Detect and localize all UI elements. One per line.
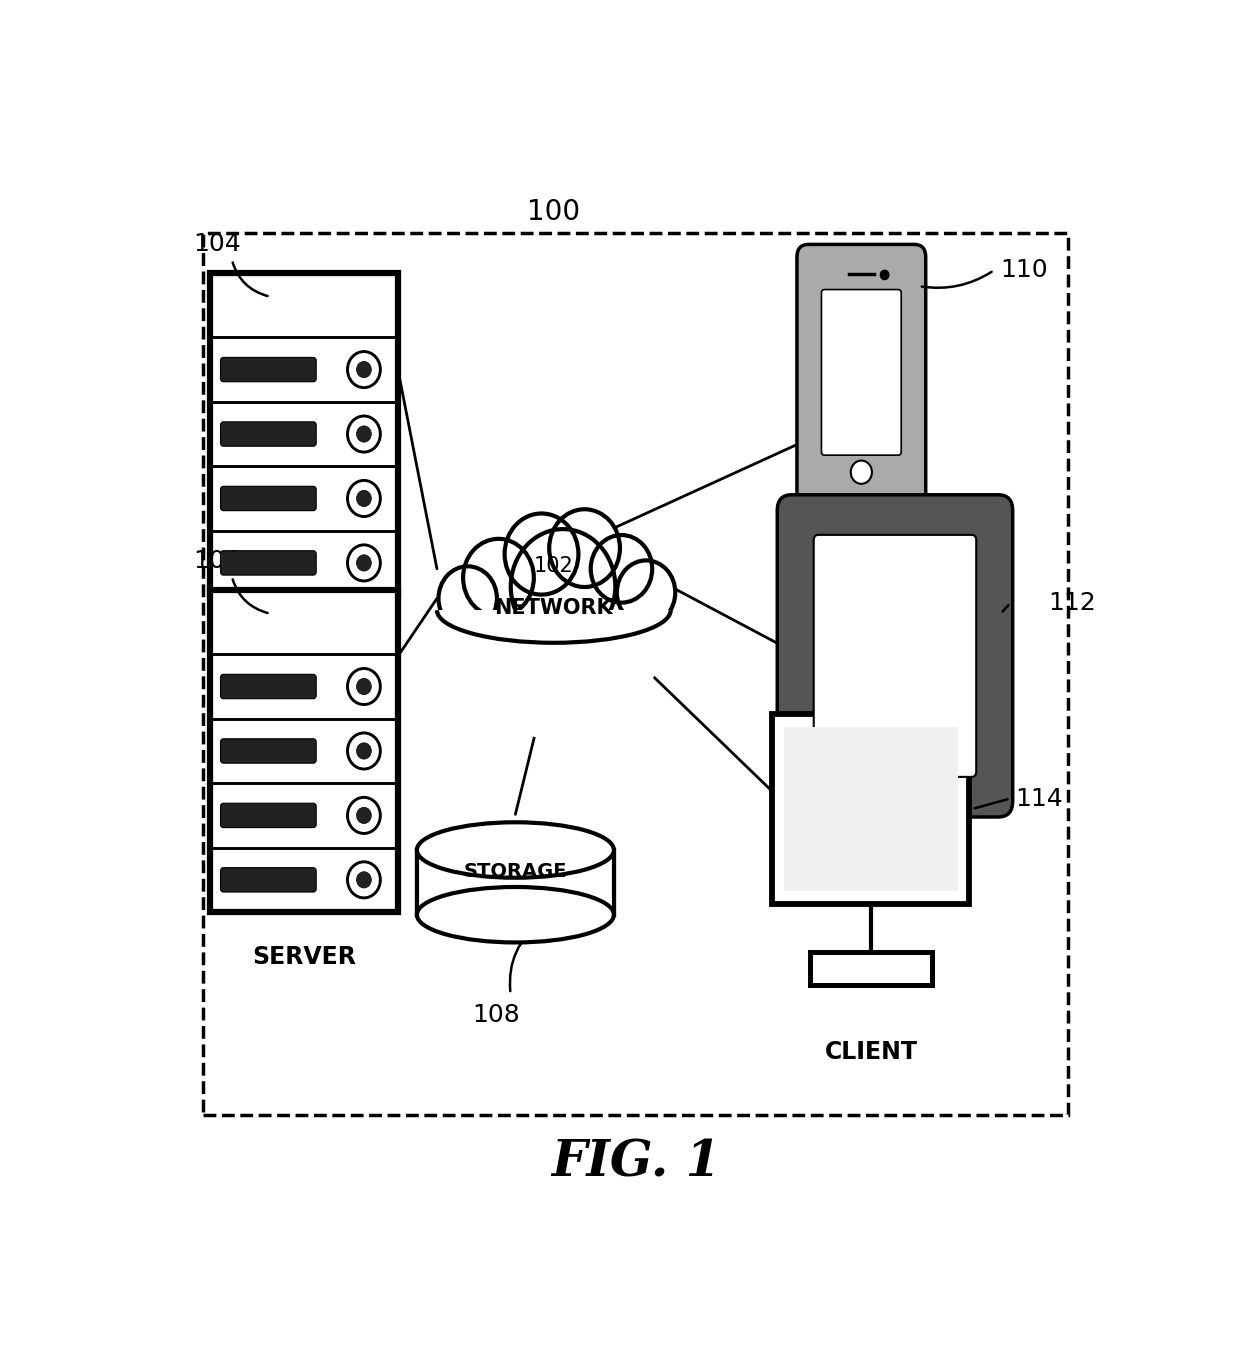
FancyBboxPatch shape [221,550,316,575]
Text: STORAGE: STORAGE [464,862,567,881]
Circle shape [347,480,381,516]
Circle shape [357,742,371,759]
FancyBboxPatch shape [211,590,398,912]
Text: SERVER: SERVER [252,628,356,652]
Text: CLIENT: CLIENT [848,840,941,863]
FancyBboxPatch shape [821,289,901,456]
Circle shape [347,797,381,833]
Text: NETWORK: NETWORK [495,598,613,619]
Text: 108: 108 [472,1003,520,1028]
Circle shape [549,509,620,587]
Circle shape [851,461,872,484]
FancyBboxPatch shape [221,738,316,763]
FancyBboxPatch shape [221,486,316,510]
FancyBboxPatch shape [221,421,316,446]
Circle shape [357,554,371,571]
Text: SERVER: SERVER [252,945,356,969]
Circle shape [347,545,381,580]
Circle shape [357,425,371,442]
FancyBboxPatch shape [777,495,1013,816]
Circle shape [347,862,381,897]
Circle shape [357,871,371,888]
Bar [417,851,614,915]
Text: CLIENT: CLIENT [815,528,908,552]
FancyBboxPatch shape [211,273,398,595]
Circle shape [357,678,371,694]
Text: 104: 104 [193,232,242,255]
Circle shape [590,535,652,602]
Circle shape [347,416,381,453]
Circle shape [357,361,371,377]
Text: 114: 114 [1016,786,1063,811]
Circle shape [347,733,381,770]
Circle shape [347,668,381,705]
FancyBboxPatch shape [221,357,316,381]
Circle shape [463,539,534,616]
FancyBboxPatch shape [221,674,316,698]
Text: CLIENT: CLIENT [825,1040,918,1065]
Bar [436,611,671,654]
Circle shape [347,351,381,388]
Wedge shape [436,611,671,738]
Circle shape [511,530,615,643]
Circle shape [505,513,578,594]
FancyBboxPatch shape [221,867,316,892]
Ellipse shape [417,822,614,878]
Text: 112: 112 [1049,591,1096,615]
Circle shape [880,270,889,280]
Text: 110: 110 [1001,258,1048,283]
Circle shape [439,567,497,631]
FancyBboxPatch shape [221,803,316,827]
Ellipse shape [417,886,614,943]
Text: FIG. 1: FIG. 1 [551,1139,720,1188]
FancyBboxPatch shape [810,952,932,985]
Circle shape [357,807,371,823]
Text: 100: 100 [527,198,580,226]
Bar [784,727,959,892]
Text: 102: 102 [534,556,574,576]
FancyBboxPatch shape [773,713,970,904]
FancyBboxPatch shape [797,244,926,508]
Bar [203,233,1068,1115]
Text: 106: 106 [193,549,242,572]
Circle shape [357,490,371,506]
Circle shape [616,560,676,624]
FancyBboxPatch shape [813,535,976,777]
